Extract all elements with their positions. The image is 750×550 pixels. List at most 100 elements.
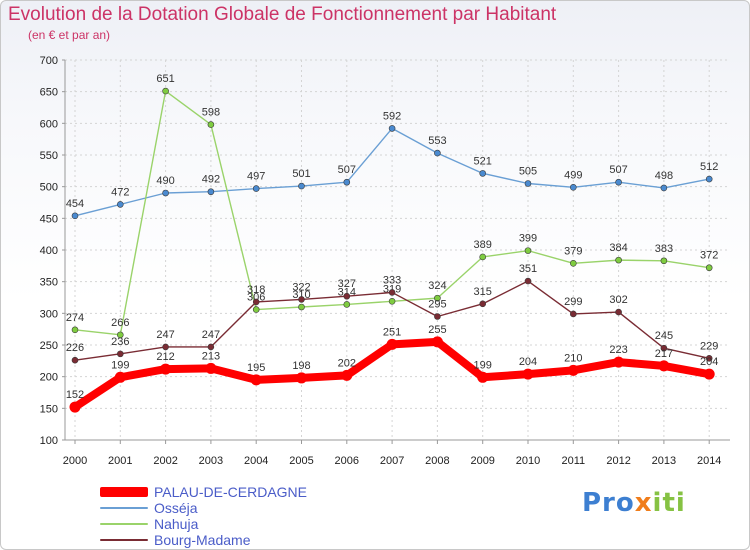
- data-point-osseja: [615, 178, 622, 186]
- legend-label-osseja: Osséja: [154, 500, 198, 516]
- y-tick-label: 200: [40, 372, 58, 384]
- data-point-bourg-madame: [615, 308, 622, 316]
- data-point-nahuja: [298, 303, 305, 311]
- data-label-osseja: 454: [66, 198, 84, 210]
- data-point-palau-de-cerdagne: [296, 372, 307, 384]
- data-label-osseja: 592: [383, 110, 401, 122]
- x-tick-label: 2004: [244, 455, 268, 467]
- data-label-osseja: 521: [474, 155, 492, 167]
- data-label-osseja: 505: [519, 166, 537, 178]
- y-tick-label: 700: [40, 55, 58, 67]
- data-point-nahuja: [117, 331, 124, 339]
- x-tick-label: 2011: [561, 455, 585, 467]
- x-tick-label: 2008: [425, 455, 449, 467]
- data-label-palau-de-cerdagne: 212: [156, 351, 174, 363]
- data-label-osseja: 507: [609, 164, 627, 176]
- x-tick-label: 2003: [199, 455, 223, 467]
- data-label-osseja: 553: [428, 135, 446, 147]
- data-point-palau-de-cerdagne: [341, 369, 353, 381]
- x-tick-label: 2002: [153, 455, 177, 467]
- data-point-palau-de-cerdagne: [205, 362, 217, 374]
- chart-subtitle: (en € et par an): [28, 28, 111, 42]
- data-label-nahuja: 274: [66, 312, 84, 324]
- data-label-bourg-madame: 295: [428, 299, 446, 311]
- data-label-palau-de-cerdagne: 210: [564, 352, 582, 364]
- data-label-bourg-madame: 226: [66, 342, 84, 354]
- data-point-nahuja: [569, 259, 577, 267]
- y-tick-label: 150: [40, 403, 58, 415]
- data-label-palau-de-cerdagne: 199: [474, 359, 492, 371]
- data-point-osseja: [117, 201, 124, 208]
- data-label-bourg-madame: 318: [247, 284, 265, 296]
- data-point-palau-de-cerdagne: [658, 360, 670, 372]
- data-point-palau-de-cerdagne: [703, 368, 715, 380]
- data-label-palau-de-cerdagne: 202: [338, 357, 356, 369]
- data-label-nahuja: 384: [609, 242, 627, 254]
- data-label-bourg-madame: 247: [202, 329, 220, 341]
- data-label-osseja: 492: [202, 174, 220, 186]
- legend-swatch-nahuja: [100, 523, 148, 525]
- data-label-palau-de-cerdagne: 213: [202, 350, 220, 362]
- data-point-osseja: [298, 182, 305, 190]
- data-point-palau-de-cerdagne: [69, 401, 81, 413]
- data-point-osseja: [388, 125, 396, 132]
- data-label-bourg-madame: 327: [338, 278, 356, 290]
- data-label-osseja: 512: [700, 161, 718, 173]
- data-point-bourg-madame: [524, 277, 532, 285]
- data-label-bourg-madame: 236: [111, 336, 129, 348]
- y-tick-label: 400: [40, 245, 58, 257]
- data-label-palau-de-cerdagne: 251: [383, 326, 401, 338]
- y-tick-label: 300: [40, 308, 58, 320]
- x-tick-label: 2005: [289, 455, 313, 467]
- data-label-nahuja: 651: [156, 73, 174, 85]
- data-point-bourg-madame: [705, 354, 713, 362]
- data-point-bourg-madame: [71, 356, 79, 364]
- data-label-palau-de-cerdagne: 198: [292, 360, 310, 372]
- data-point-bourg-madame: [434, 313, 441, 320]
- data-point-bourg-madame: [207, 343, 215, 351]
- data-label-osseja: 507: [338, 164, 356, 176]
- y-tick-label: 550: [40, 150, 58, 162]
- data-point-palau-de-cerdagne: [613, 356, 625, 368]
- data-point-bourg-madame: [569, 310, 577, 318]
- data-point-bourg-madame: [162, 343, 169, 351]
- y-tick-label: 450: [40, 213, 58, 225]
- data-point-osseja: [71, 212, 79, 220]
- legend-label-palau: PALAU-DE-CERDAGNE: [154, 484, 307, 500]
- data-point-palau-de-cerdagne: [386, 338, 398, 350]
- data-point-bourg-madame: [479, 300, 487, 308]
- data-point-nahuja: [162, 87, 169, 95]
- data-point-osseja: [162, 189, 169, 197]
- data-point-osseja: [660, 184, 668, 192]
- legend-swatch-osseja: [100, 507, 148, 509]
- data-point-nahuja: [479, 253, 487, 261]
- data-point-nahuja: [615, 256, 622, 264]
- data-point-palau-de-cerdagne: [522, 368, 534, 380]
- data-label-osseja: 490: [156, 175, 174, 187]
- x-tick-label: 2006: [335, 455, 359, 467]
- legend-swatch-palau: [100, 487, 148, 497]
- data-label-palau-de-cerdagne: 204: [519, 356, 537, 368]
- x-tick-label: 2007: [380, 455, 404, 467]
- logo-part-2: x: [634, 488, 653, 518]
- data-point-osseja: [252, 185, 260, 192]
- data-point-nahuja: [388, 297, 396, 305]
- data-point-osseja: [479, 170, 487, 177]
- data-label-nahuja: 389: [474, 239, 492, 251]
- data-point-osseja: [569, 184, 577, 191]
- x-tick-label: 2014: [697, 455, 721, 467]
- data-point-bourg-madame: [298, 296, 305, 303]
- data-label-osseja: 472: [111, 186, 129, 198]
- legend-label-bourg-madame: Bourg-Madame: [154, 532, 251, 548]
- proxiti-logo: Proxiti: [582, 488, 686, 518]
- data-label-nahuja: 266: [111, 317, 129, 329]
- data-label-bourg-madame: 229: [700, 340, 718, 352]
- data-point-bourg-madame: [117, 350, 124, 358]
- x-tick-label: 2009: [470, 455, 494, 467]
- data-label-palau-de-cerdagne: 255: [428, 324, 446, 336]
- data-label-nahuja: 383: [655, 243, 673, 255]
- data-label-bourg-madame: 333: [383, 274, 401, 286]
- data-label-osseja: 497: [247, 171, 265, 183]
- y-tick-label: 650: [40, 87, 58, 99]
